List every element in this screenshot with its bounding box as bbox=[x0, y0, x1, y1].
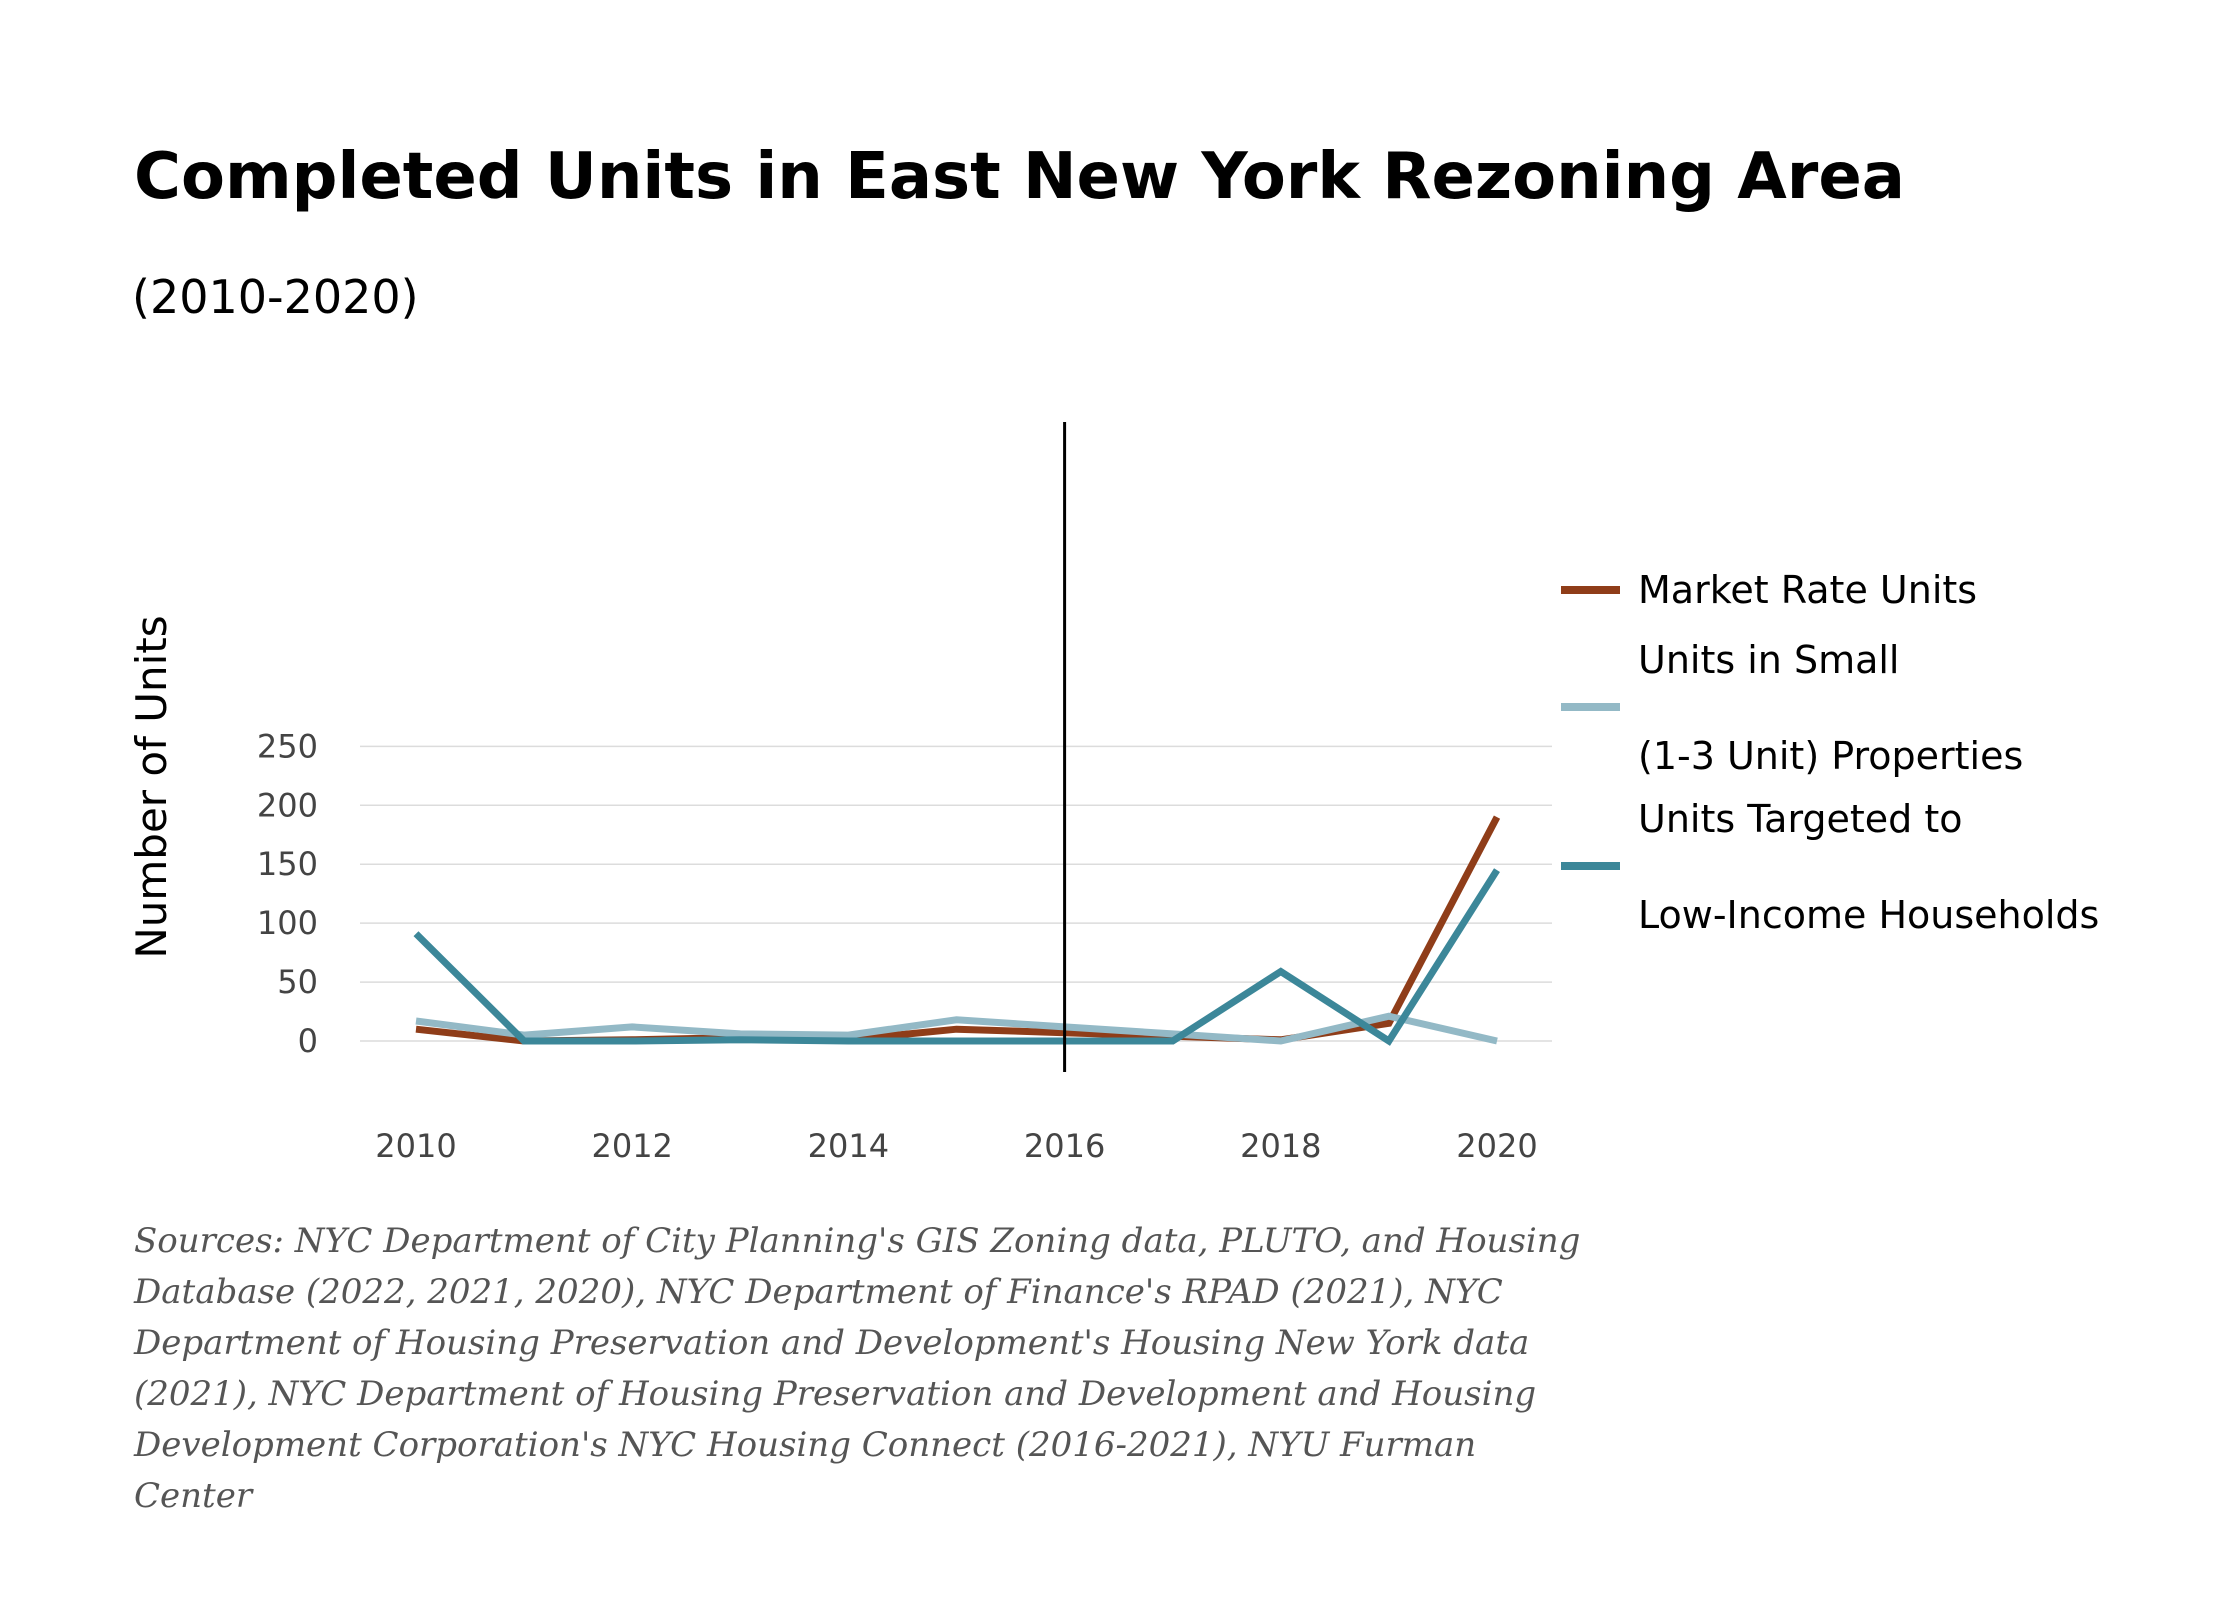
x-tick-label: 2020 bbox=[1456, 1127, 1537, 1165]
series-line-3 bbox=[413, 868, 1500, 1046]
legend-label: Market Rate Units bbox=[1638, 568, 1977, 612]
x-tick-label: 2018 bbox=[1240, 1127, 1321, 1165]
y-axis-ticks: 0 50 100 150 200 250 bbox=[257, 727, 318, 1060]
y-tick-label: 0 bbox=[298, 1022, 318, 1060]
legend-label: (1-3 Unit) Properties bbox=[1638, 734, 2023, 778]
y-tick-label: 100 bbox=[257, 904, 318, 942]
legend-label: Units in Small bbox=[1638, 638, 1900, 682]
y-tick-label: 200 bbox=[257, 786, 318, 824]
series-line-2 bbox=[415, 1012, 1498, 1045]
y-tick-label: 50 bbox=[277, 963, 318, 1001]
series-lines bbox=[413, 815, 1501, 1046]
grid-lines bbox=[360, 745, 1552, 1042]
legend-label: Low-Income Households bbox=[1638, 893, 2099, 937]
x-tick-label: 2012 bbox=[591, 1127, 672, 1165]
x-tick-label: 2010 bbox=[375, 1127, 456, 1165]
x-tick-label: 2016 bbox=[1024, 1127, 1105, 1165]
y-tick-label: 250 bbox=[257, 727, 318, 765]
legend: Market Rate Units Units in Small (1-3 Unit… bbox=[1561, 568, 2099, 937]
y-axis-label: Number of Units bbox=[127, 615, 176, 958]
y-tick-label: 150 bbox=[257, 845, 318, 883]
chart-subtitle: (2010-2020) bbox=[132, 270, 419, 324]
source-note: Sources: NYC Department of City Planning… bbox=[134, 1221, 1581, 1516]
chart-title: Completed Units in East New York Rezonin… bbox=[134, 140, 1905, 214]
x-axis-ticks: 2010 2012 2014 2016 2018 2020 bbox=[375, 1127, 1537, 1165]
x-tick-label: 2014 bbox=[808, 1127, 889, 1165]
legend-label: Units Targeted to bbox=[1638, 797, 1963, 841]
